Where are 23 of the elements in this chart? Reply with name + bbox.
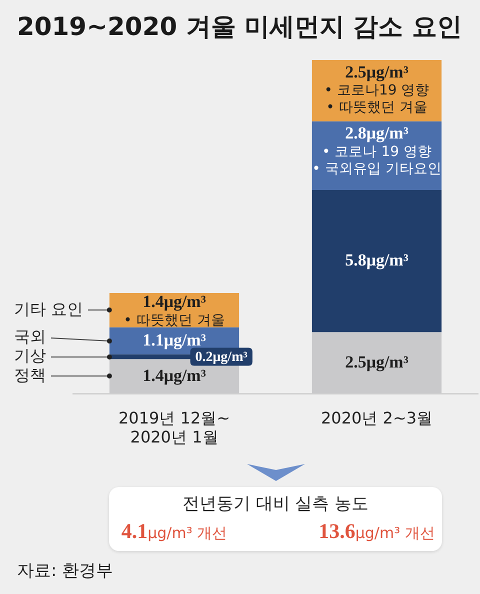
data-label: 2.5μg/m³	[345, 352, 408, 372]
chart-title: 2019~2020 겨울 미세먼지 감소 요인	[17, 12, 462, 42]
text: 자료: 환경부	[17, 560, 114, 582]
annotation: • 코로나 19 영향	[322, 144, 432, 160]
summary-box: 전년동기 대비 실측 농도 4.1μg/m³ 개선 13.6μg/m³ 개선	[109, 487, 442, 551]
data-label: 0.2μg/m³	[195, 350, 248, 365]
text: 기상	[14, 346, 46, 365]
annotation: • 따뜻했던 겨울	[326, 100, 428, 116]
annotation: • 국외유입 기타요인	[312, 160, 442, 177]
text: 정책	[14, 366, 46, 385]
data-label: 1.4μg/m³	[142, 292, 206, 312]
data-label: 1.4μg/m³	[142, 366, 206, 385]
annotation: • 따뜻했던 겨울	[124, 312, 225, 328]
data-label: 1.1μg/m³	[142, 330, 206, 350]
data-label: 2.5μg/m³	[345, 62, 408, 82]
series-label: 기타 요인	[14, 299, 84, 318]
data-label: 5.8μg/m³	[345, 250, 408, 270]
x-tick-label: 2019년 12월~ 2020년 1월	[118, 408, 230, 447]
x-tick-label: 2020년 2~3월	[320, 408, 433, 428]
bar	[312, 190, 442, 332]
data-label: 2.8μg/m³	[345, 124, 408, 143]
text: 국외	[14, 326, 46, 346]
annotation: • 코로나19 영향	[324, 82, 430, 99]
